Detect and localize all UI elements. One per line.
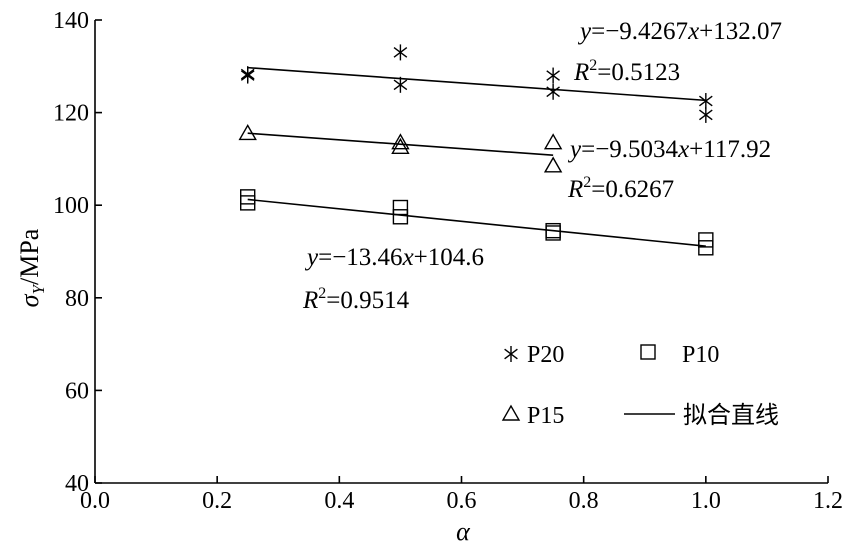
r2-p10: R2=0.9514 bbox=[302, 285, 410, 314]
legend-p10-label: P10 bbox=[682, 342, 719, 368]
fit-line-p10 bbox=[247, 198, 706, 248]
markers bbox=[238, 44, 714, 256]
point-p20 bbox=[699, 93, 713, 110]
r2-p15-value: =0.6267 bbox=[591, 176, 674, 203]
y-tick-label: 80 bbox=[65, 286, 89, 312]
point-p20 bbox=[393, 76, 408, 93]
legend-fit-line-label: 拟合直线 bbox=[683, 401, 779, 429]
eq-p15: y=−9.5034x+117.92 bbox=[567, 136, 771, 163]
y-axis-title-symbol: σ bbox=[15, 293, 44, 307]
x-tick-label: 1.2 bbox=[813, 488, 843, 514]
x-tick-label: 0.0 bbox=[80, 488, 110, 514]
y-axis-title: σY/MPa bbox=[15, 228, 48, 307]
legend-p10-symbol bbox=[640, 344, 656, 360]
r2-p20: R2=0.5123 bbox=[573, 57, 680, 86]
y-tick-label: 120 bbox=[53, 101, 89, 127]
point-p15 bbox=[238, 124, 257, 141]
y-axis-title-unit: /MPa bbox=[15, 228, 44, 285]
point-p15 bbox=[391, 133, 410, 150]
legend-p15-label: P15 bbox=[527, 403, 564, 429]
legend-p15-symbol bbox=[501, 404, 521, 421]
fit-line-p15 bbox=[247, 132, 554, 157]
legend: P20 P10 P15 拟合直线 bbox=[501, 342, 779, 429]
eq-p10: y=−13.46x+104.6 bbox=[304, 244, 484, 271]
tick-labels: 0.0 0.2 0.4 0.6 0.8 1.0 1.2 40 60 80 100 120 140 bbox=[53, 8, 843, 514]
r2-p20-value: =0.5123 bbox=[597, 59, 680, 86]
point-p20 bbox=[699, 106, 713, 123]
x-tick-label: 0.6 bbox=[447, 488, 477, 514]
x-tick-label: 1.0 bbox=[691, 488, 721, 514]
fit-lines bbox=[247, 66, 706, 248]
point-p10 bbox=[545, 225, 561, 241]
y-tick-label: 60 bbox=[65, 378, 89, 404]
point-p20 bbox=[393, 44, 408, 61]
y-tick-label: 40 bbox=[65, 471, 89, 497]
legend-p20-marker bbox=[504, 346, 518, 362]
x-tick-label: 0.8 bbox=[569, 488, 599, 514]
point-p10 bbox=[392, 199, 409, 216]
legend-p20-symbol bbox=[504, 346, 518, 362]
x-tick-label: 0.2 bbox=[202, 488, 232, 514]
legend-p10-marker bbox=[640, 344, 656, 360]
fit-line-p20 bbox=[247, 66, 706, 102]
point-p15 bbox=[543, 156, 563, 173]
y-axis-title-subscript: Y bbox=[29, 283, 48, 294]
r2-p15: R2=0.6267 bbox=[567, 174, 674, 203]
eq-p20: y=−9.4267x+132.07 bbox=[577, 18, 782, 45]
point-p20 bbox=[240, 66, 255, 83]
point-p20 bbox=[546, 83, 560, 100]
x-tick-label: 0.4 bbox=[324, 488, 354, 514]
r2-p10-value: =0.9514 bbox=[326, 287, 409, 314]
y-tick-label: 100 bbox=[53, 193, 89, 219]
point-p10 bbox=[698, 240, 714, 256]
point-p10 bbox=[392, 209, 409, 225]
legend-p15-marker bbox=[501, 404, 521, 421]
point-p15 bbox=[543, 133, 563, 150]
y-tick-label: 140 bbox=[53, 8, 89, 34]
legend-p20-label: P20 bbox=[527, 342, 564, 368]
point-p10 bbox=[240, 195, 256, 211]
point-p15 bbox=[391, 137, 410, 155]
ticks bbox=[94, 19, 829, 484]
point-p10 bbox=[698, 232, 714, 248]
point-p10 bbox=[240, 189, 256, 205]
x-axis-title: α bbox=[456, 517, 471, 546]
point-p20 bbox=[546, 67, 560, 84]
